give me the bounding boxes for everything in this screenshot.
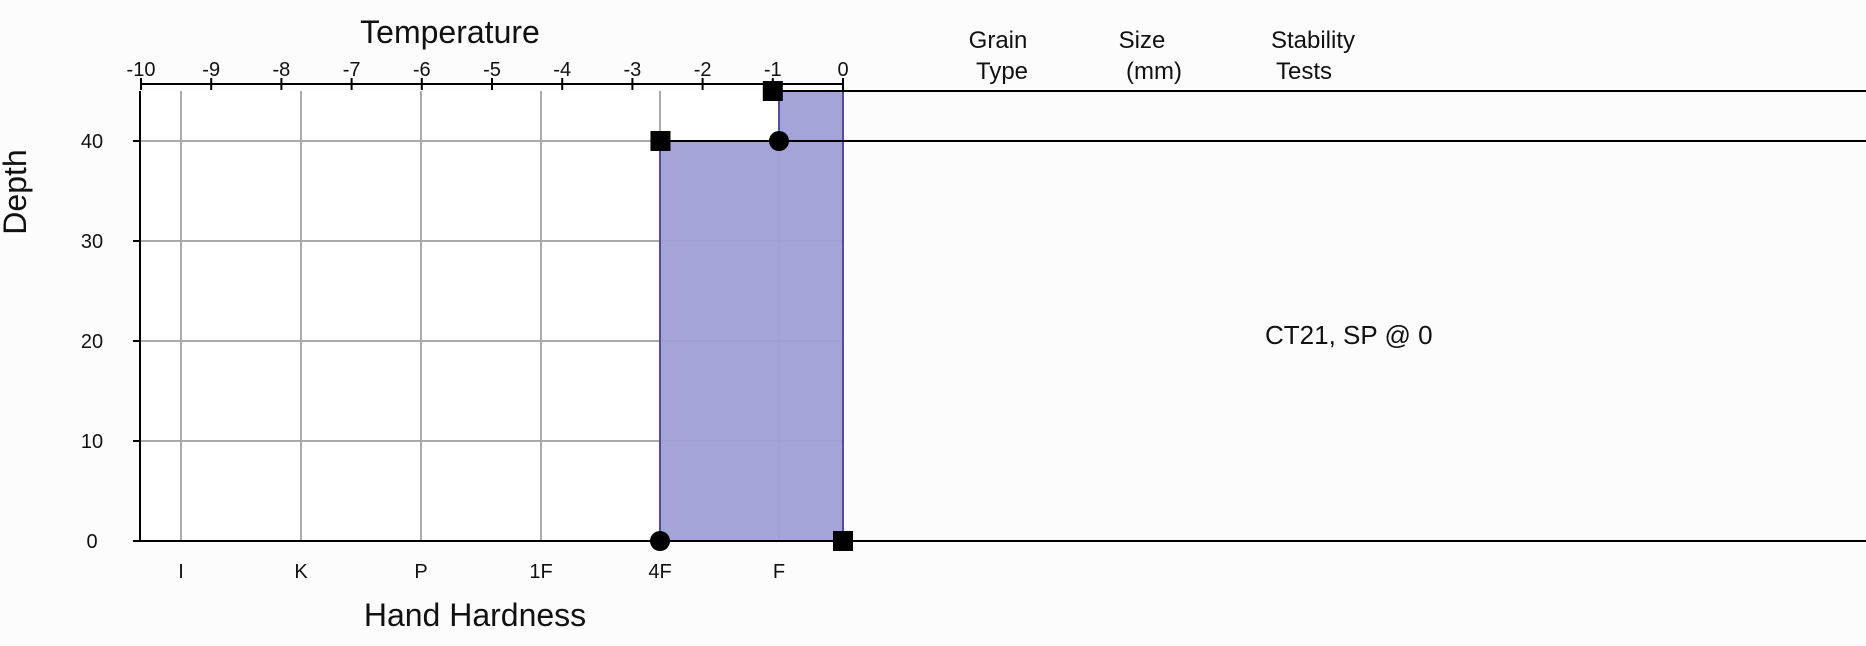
labels: Temperature Hand Hardness Depth Grain Ty…: [0, 14, 1433, 633]
temperature-point: [650, 131, 671, 151]
y-axis-tick-label: 30: [81, 231, 103, 253]
bottom-axis-tick-label: P: [414, 561, 427, 583]
bottom-axis-tick-label: 4F: [648, 561, 671, 583]
top-axis-tick-label: -7: [343, 59, 361, 81]
top-axis-tick-label: -6: [413, 59, 431, 81]
y-axis-tick-label: 40: [81, 131, 103, 153]
bottom-axis-tick-label: F: [773, 561, 785, 583]
top-axis-tick-label: -10: [127, 59, 156, 81]
top-axis-title: Temperature: [360, 14, 540, 50]
bottom-axis-title: Hand Hardness: [364, 597, 586, 633]
bottom-axis-tick-label: I: [178, 561, 184, 583]
column-header-stability-line2: Tests: [1276, 58, 1332, 85]
y-axis-tick-label: 0: [86, 531, 97, 553]
top-axis-tick-label: -9: [202, 59, 220, 81]
bottom-axis-tick-label: K: [294, 561, 308, 583]
hardness-point: [769, 131, 789, 151]
column-header-stability-line1: Stability: [1271, 27, 1355, 54]
hardness-profile-fill: [659, 91, 844, 541]
y-axis-tick-label: 10: [81, 431, 103, 453]
hardness-bar: [779, 91, 843, 141]
hardness-point: [650, 531, 670, 551]
bottom-axis-tick-label: 1F: [529, 561, 552, 583]
top-axis-tick-label: -8: [273, 59, 291, 81]
column-header-grain-line2: Type: [976, 58, 1028, 85]
column-header-size-line2: (mm): [1126, 58, 1182, 85]
markers: [650, 81, 853, 551]
hardness-bar: [660, 141, 843, 541]
top-axis-tick-label: -1: [764, 59, 782, 81]
top-axis-tick-label: -2: [694, 59, 712, 81]
column-header-grain-line1: Grain: [969, 27, 1028, 54]
column-header-size-line1: Size: [1119, 27, 1166, 54]
temperature-point: [833, 531, 853, 551]
axes: [133, 78, 844, 542]
temperature-point: [762, 81, 783, 101]
top-axis-tick-label: 0: [837, 59, 848, 81]
top-axis-tick-label: -3: [624, 59, 642, 81]
y-axis-tick-label: 20: [81, 331, 103, 353]
y-axis-title: Depth: [0, 149, 33, 234]
top-axis-tick-label: -4: [553, 59, 571, 81]
layer-boundary-lines: [140, 90, 1866, 542]
stability-test-note: CT21, SP @ 0: [1265, 320, 1433, 350]
top-axis-tick-label: -5: [483, 59, 501, 81]
